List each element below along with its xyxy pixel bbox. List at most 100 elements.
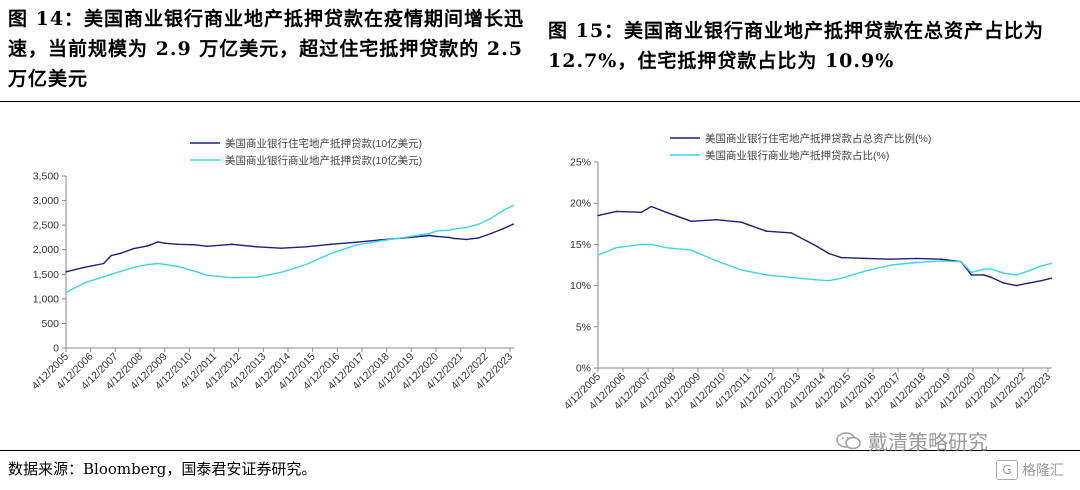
data-point-s1 <box>1002 282 1005 284</box>
y-tick-label: 3,500 <box>33 171 59 183</box>
data-point-s2 <box>650 243 653 246</box>
data-point-s1 <box>765 230 768 233</box>
data-point-s1 <box>448 236 450 239</box>
data-point-s2 <box>102 275 105 278</box>
data-point-s1 <box>255 245 258 248</box>
brand-text: 格隆汇 <box>1022 463 1064 479</box>
y-tick-label: 5% <box>576 321 591 333</box>
data-point-s2 <box>453 228 455 230</box>
data-point-s2 <box>465 226 468 229</box>
figure-15-title: 图 15：美国商业银行商业地产抵押贷款在总资产占比为 12.7%，住宅抵押贷款占… <box>548 20 1045 72</box>
data-point-s2 <box>865 269 868 272</box>
data-point-s2 <box>490 217 492 220</box>
data-point-s2 <box>512 204 515 207</box>
data-point-s2 <box>840 277 843 279</box>
data-point-s1 <box>490 232 492 235</box>
top-divider <box>0 101 1080 102</box>
data-point-s2 <box>255 276 258 279</box>
data-point-s2 <box>354 244 357 247</box>
legend-label: 美国商业银行商业地产抵押贷款(10亿美元) <box>225 154 422 167</box>
data-point-s2 <box>65 291 67 294</box>
data-point-s1 <box>329 243 332 246</box>
y-tick-label: 15% <box>570 239 591 251</box>
chart-residential-commercial-loans: 05001,0001,5002,0002,5003,0003,5004/12/2… <box>30 137 516 392</box>
data-point-s2 <box>379 240 381 242</box>
data-point-s2 <box>690 249 693 251</box>
data-point-s2 <box>1040 265 1043 267</box>
data-point-s2 <box>960 260 963 263</box>
data-point-s1 <box>640 211 643 214</box>
data-point-s1 <box>815 245 818 247</box>
data-point-s2 <box>597 254 599 256</box>
data-point-s2 <box>403 236 406 239</box>
data-point-s2 <box>194 270 196 273</box>
legend-label: 美国商业银行商业地产抵押贷款占比(%) <box>705 149 889 162</box>
data-point-s2 <box>715 260 718 262</box>
data-point-s2 <box>164 263 167 266</box>
chart-loans-share-of-assets: 0%5%10%15%20%25%4/12/20054/12/20064/12/2… <box>562 132 1054 412</box>
data-point-s1 <box>502 227 505 230</box>
data-point-s2 <box>448 229 450 231</box>
data-point-s1 <box>512 223 515 225</box>
data-point-s1 <box>690 220 693 223</box>
data-point-s1 <box>176 243 179 246</box>
data-point-s2 <box>665 246 668 249</box>
data-point-s2 <box>890 264 893 266</box>
watermark: 戴清策略研究 <box>836 426 988 455</box>
bottom-divider <box>0 450 1080 451</box>
data-point-s2 <box>982 268 985 270</box>
data-point-s2 <box>740 269 743 271</box>
data-point-s2 <box>990 268 993 270</box>
data-point-s1 <box>650 205 653 208</box>
data-point-s2 <box>329 252 332 255</box>
data-point-s1 <box>982 274 985 276</box>
data-point-s1 <box>206 245 209 248</box>
series-line-2 <box>597 243 1052 282</box>
data-point-s1 <box>110 254 112 257</box>
data-point-s2 <box>206 274 209 277</box>
data-point-s1 <box>231 243 233 246</box>
data-point-s1 <box>1040 279 1043 282</box>
data-point-s1 <box>435 235 438 238</box>
data-point-s2 <box>765 274 768 276</box>
data-point-s1 <box>715 218 718 221</box>
data-point-s1 <box>83 266 85 269</box>
data-point-s1 <box>790 232 793 234</box>
data-point-s2 <box>120 270 122 273</box>
data-point-s2 <box>827 279 830 282</box>
data-point-s1 <box>65 271 67 273</box>
brand-logo: G 格隆汇 <box>996 460 1064 480</box>
data-point-s1 <box>157 241 159 243</box>
data-point-s1 <box>940 258 943 261</box>
data-point-s2 <box>502 209 505 212</box>
y-tick-label: 1,500 <box>33 269 59 281</box>
data-point-s1 <box>164 242 167 245</box>
data-point-s1 <box>740 221 743 223</box>
data-point-s2 <box>615 246 618 249</box>
data-point-s1 <box>477 237 480 239</box>
data-point-s1 <box>1015 284 1018 287</box>
data-point-s2 <box>280 271 283 274</box>
legend-label: 美国商业银行住宅地产抵押贷款(10亿美元) <box>225 137 422 150</box>
gelonghui-logo-icon: G <box>996 460 1018 480</box>
y-tick-label: 500 <box>41 318 59 330</box>
data-point-s2 <box>1050 262 1053 265</box>
data-point-s2 <box>1027 269 1030 272</box>
figure-14-title: 图 14：美国商业银行商业地产抵押贷款在疫情期间增长迅速，当前规模为 2.9 万… <box>8 8 525 90</box>
source-note: 数据来源：Bloomberg，国泰君安证券研究。 <box>8 460 317 478</box>
data-point-s1 <box>354 241 357 244</box>
y-tick-label: 1,000 <box>33 293 59 305</box>
y-tick-label: 10% <box>570 280 591 292</box>
data-point-s2 <box>428 232 431 235</box>
y-tick-label: 3,000 <box>33 195 59 207</box>
data-point-s2 <box>815 279 818 281</box>
y-tick-label: 0% <box>576 363 591 375</box>
y-tick-label: 20% <box>570 198 591 210</box>
data-point-s1 <box>453 237 455 240</box>
data-point-s2 <box>435 230 438 232</box>
data-point-s2 <box>970 271 973 274</box>
data-point-s2 <box>176 265 179 268</box>
data-point-s1 <box>1050 277 1053 279</box>
watermark-text: 戴清策略研究 <box>868 430 988 454</box>
data-point-s1 <box>915 257 918 260</box>
